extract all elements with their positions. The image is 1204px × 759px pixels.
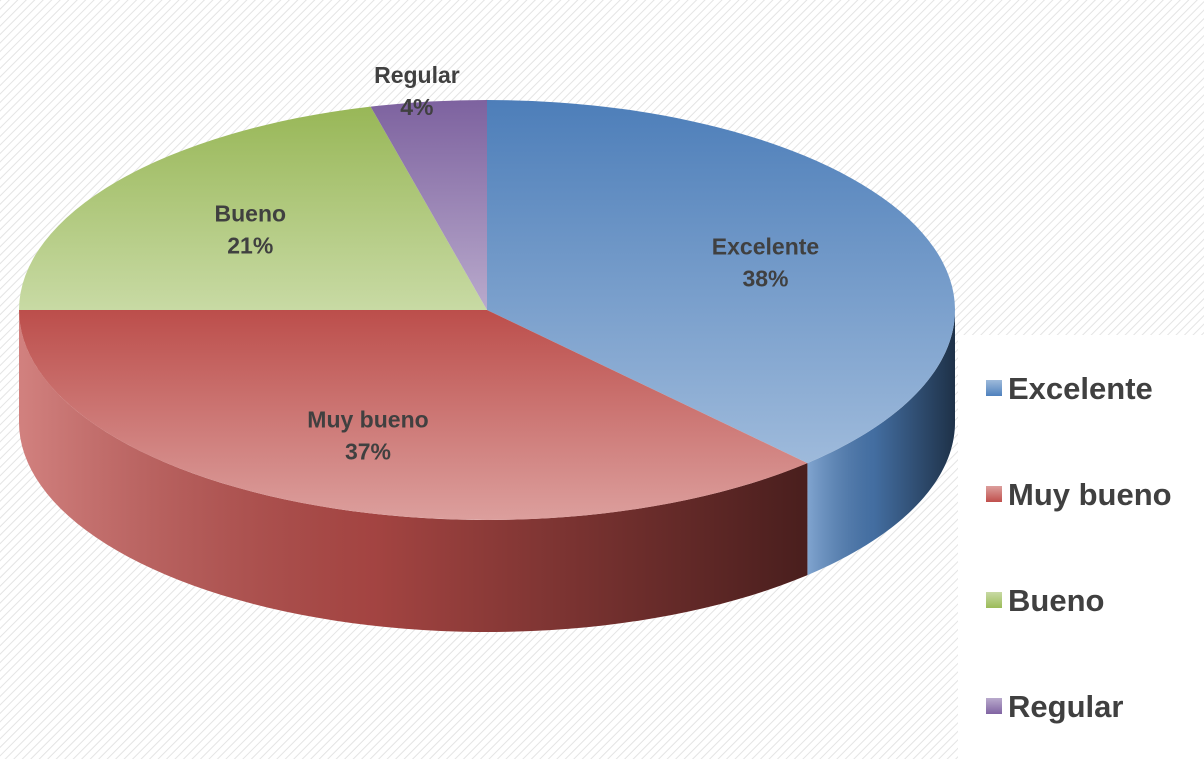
pie-slice-regular[interactable] bbox=[370, 100, 487, 310]
pie-slice-bueno[interactable] bbox=[19, 106, 487, 310]
data-label-muy-bueno: Muy bueno 37% bbox=[307, 406, 428, 464]
pie-slice-side-shade-excelente bbox=[807, 310, 955, 576]
legend-swatch-regular bbox=[986, 698, 1002, 714]
legend-swatch-bueno bbox=[986, 592, 1002, 608]
legend-item-excelente[interactable]: Excelente bbox=[986, 371, 1153, 406]
legend-label-excelente: Excelente bbox=[1008, 371, 1153, 406]
pie-slice-muy-bueno[interactable] bbox=[19, 310, 808, 520]
legend-label-bueno: Bueno bbox=[1008, 583, 1104, 618]
legend-swatch-muy-bueno bbox=[986, 486, 1002, 502]
legend-item-regular[interactable]: Regular bbox=[986, 689, 1123, 724]
legend-label-muy-bueno: Muy bueno bbox=[1008, 477, 1172, 512]
pie-slice-excelente[interactable] bbox=[487, 100, 955, 464]
data-label-excelente: Excelente 38% bbox=[712, 234, 819, 292]
legend-background bbox=[958, 335, 1204, 759]
legend-label-regular: Regular bbox=[1008, 689, 1123, 724]
pie-slice-side-shade-muy-bueno bbox=[19, 310, 808, 632]
data-label-regular: Regular 4% bbox=[374, 62, 460, 120]
legend-swatch-excelente bbox=[986, 380, 1002, 396]
legend-item-bueno[interactable]: Bueno bbox=[986, 583, 1104, 618]
legend: Excelente Muy bueno Bueno Regular bbox=[986, 371, 1172, 724]
data-label-bueno: Bueno 21% bbox=[215, 201, 287, 259]
legend-item-muy-bueno[interactable]: Muy bueno bbox=[986, 477, 1172, 512]
